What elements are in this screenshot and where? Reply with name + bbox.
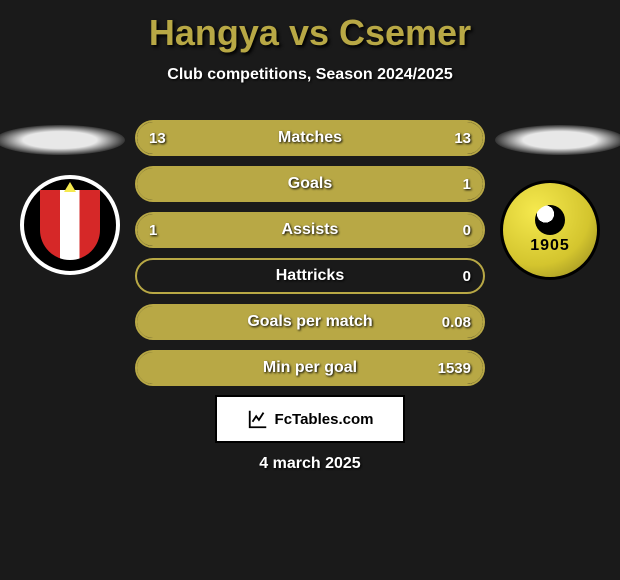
stat-value-left: 13: [149, 130, 166, 147]
stat-value-left: 1: [149, 222, 157, 239]
chart-icon: [247, 408, 269, 430]
page-title: Hangya vs Csemer: [0, 0, 620, 54]
stat-label: Goals per match: [247, 313, 372, 331]
crest-right-year: 1905: [530, 237, 570, 255]
crest-left: [20, 175, 120, 275]
stats-block: 13 Matches 13 Goals 1 1 Assists 0 Hattri…: [135, 120, 485, 396]
stat-value-right: 0: [463, 222, 471, 239]
stat-row: 1 Assists 0: [135, 212, 485, 248]
stat-value-right: 1: [463, 176, 471, 193]
stat-value-right: 1539: [438, 360, 471, 377]
attribution-badge: FcTables.com: [215, 395, 405, 443]
stat-row: Goals 1: [135, 166, 485, 202]
ball-icon: [535, 205, 565, 235]
stat-row: Goals per match 0.08: [135, 304, 485, 340]
date-label: 4 march 2025: [0, 455, 620, 473]
stat-row: Min per goal 1539: [135, 350, 485, 386]
stat-label: Assists: [282, 221, 339, 239]
halo-right: [495, 125, 620, 155]
stat-row: Hattricks 0: [135, 258, 485, 294]
stat-label: Min per goal: [263, 359, 357, 377]
crest-left-shield: [40, 190, 100, 260]
stat-label: Goals: [288, 175, 332, 193]
attribution-text: FcTables.com: [275, 411, 374, 428]
page-subtitle: Club competitions, Season 2024/2025: [0, 66, 620, 84]
stat-label: Matches: [278, 129, 342, 147]
stat-value-right: 0.08: [442, 314, 471, 331]
stat-row: 13 Matches 13: [135, 120, 485, 156]
stat-value-right: 0: [463, 268, 471, 285]
stat-value-right: 13: [454, 130, 471, 147]
crest-right-inner: 1905: [530, 205, 570, 255]
crest-right: 1905: [500, 180, 600, 280]
stat-label: Hattricks: [276, 267, 344, 285]
halo-left: [0, 125, 125, 155]
